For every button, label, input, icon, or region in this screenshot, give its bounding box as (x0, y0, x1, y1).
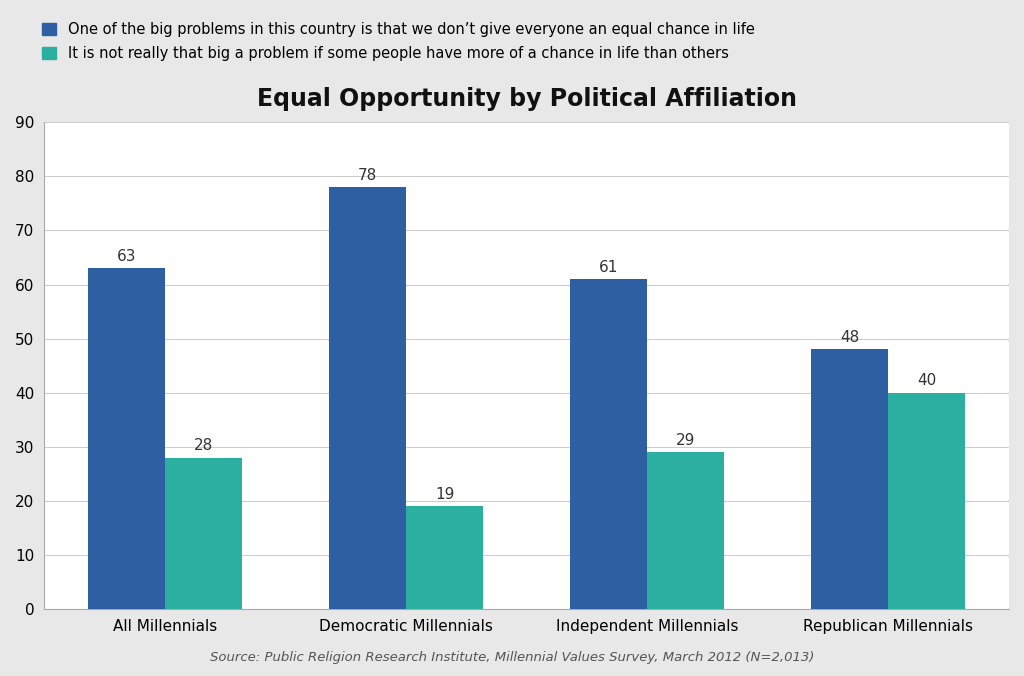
Title: Equal Opportunity by Political Affiliation: Equal Opportunity by Political Affiliati… (257, 87, 797, 111)
Bar (888, 393, 966, 609)
Bar (329, 187, 407, 609)
Text: 40: 40 (916, 373, 936, 389)
Bar (811, 349, 888, 609)
Legend: One of the big problems in this country is that we don’t give everyone an equal : One of the big problems in this country … (42, 22, 755, 61)
Bar (88, 268, 165, 609)
Text: Source: Public Religion Research Institute, Millennial Values Survey, March 2012: Source: Public Religion Research Institu… (210, 651, 814, 664)
Bar (647, 452, 724, 609)
Text: 48: 48 (840, 330, 859, 345)
Text: 28: 28 (194, 439, 213, 454)
Bar (570, 279, 647, 609)
Text: 63: 63 (117, 249, 136, 264)
Text: 78: 78 (357, 168, 377, 183)
Text: 29: 29 (676, 433, 695, 448)
Bar (407, 506, 483, 609)
Text: 61: 61 (599, 260, 618, 275)
Text: 19: 19 (435, 487, 455, 502)
Bar (165, 458, 243, 609)
